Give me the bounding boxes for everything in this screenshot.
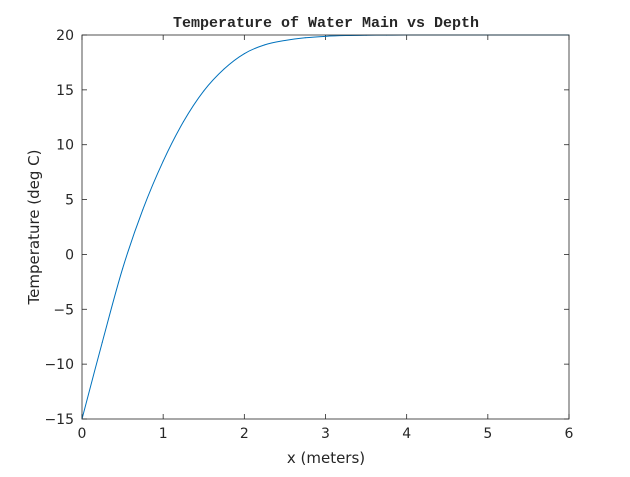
data-point: [162, 160, 164, 162]
x-tick-label: 1: [159, 426, 168, 442]
y-tick-label: 0: [65, 247, 74, 263]
x-tick-label: 4: [402, 426, 411, 442]
y-axis-label: Temperature (deg C): [25, 149, 43, 305]
plot-frame: [81, 34, 570, 420]
data-point: [304, 37, 306, 39]
data-point: [122, 268, 124, 270]
x-tick-label: 5: [483, 426, 492, 442]
data-point: [182, 121, 184, 123]
data-point: [284, 39, 286, 41]
data-point: [325, 35, 326, 37]
x-axis-ticks: 0 1 2 3 4 5 6: [78, 35, 574, 442]
y-tick-label: −15: [44, 412, 74, 428]
data-point: [101, 341, 103, 343]
x-tick-label: 3: [321, 426, 330, 442]
y-tick-label: −5: [53, 302, 74, 318]
data-point: [243, 53, 245, 55]
data-point: [203, 90, 205, 92]
y-tick-label: 10: [56, 138, 74, 154]
y-tick-label: 5: [65, 193, 74, 209]
data-point: [223, 68, 225, 70]
x-tick-label: 0: [78, 426, 87, 442]
y-tick-label: −10: [44, 357, 74, 373]
plot-area: [82, 35, 569, 419]
chart-title: Temperature of Water Main vs Depth: [173, 15, 479, 32]
data-point: [264, 44, 266, 46]
x-axis-label: x (meters): [287, 449, 365, 467]
x-tick-label: 6: [565, 426, 574, 442]
x-tick-label: 2: [240, 426, 249, 442]
y-axis-ticks: −15 −10 −5 0 5 10 15 20: [44, 28, 569, 428]
y-tick-label: 20: [56, 28, 74, 44]
data-point: [142, 208, 144, 210]
y-tick-label: 15: [56, 83, 74, 99]
